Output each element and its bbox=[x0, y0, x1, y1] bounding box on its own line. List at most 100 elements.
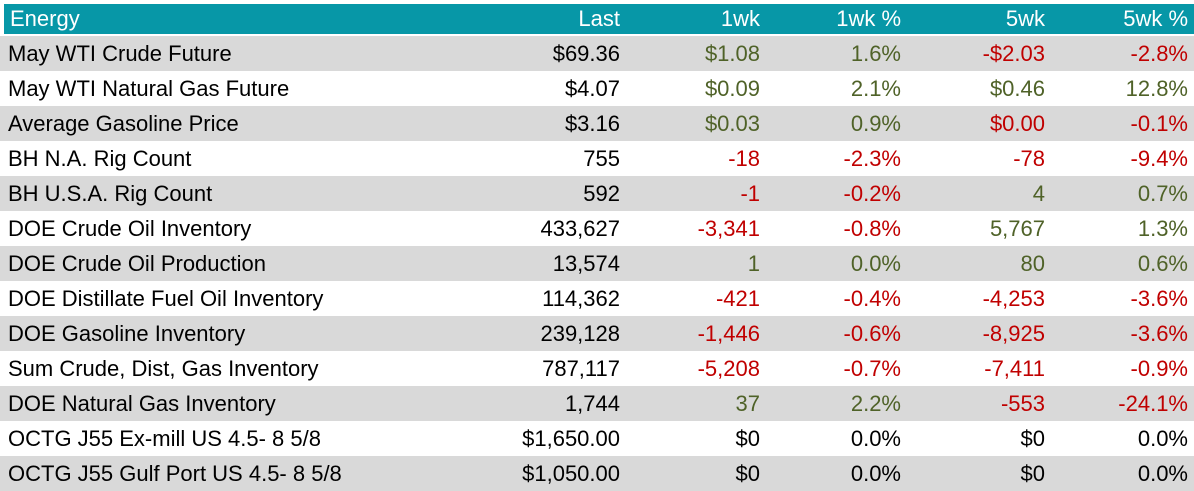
cell-1wk: 37 bbox=[735, 390, 760, 416]
cell-1wk: -5,208 bbox=[697, 355, 760, 381]
table-header-row: Energy Last 1wk 1wk % 5wk 5wk % bbox=[4, 4, 1194, 34]
cell-last: 114,362 bbox=[542, 285, 620, 311]
cell-5wk-pct: -3.6% bbox=[1130, 285, 1188, 311]
row-label: OCTG J55 Gulf Port US 4.5- 8 5/8 bbox=[8, 460, 342, 486]
cell-5wk-pct: -24.1% bbox=[1118, 390, 1188, 416]
row-label: Average Gasoline Price bbox=[8, 110, 239, 136]
cell-last: 755 bbox=[583, 145, 620, 171]
cell-5wk: 4 bbox=[1032, 180, 1045, 206]
cell-5wk: $0.46 bbox=[989, 75, 1045, 101]
cell-1wk: $0.09 bbox=[704, 75, 760, 101]
cell-5wk: $0.00 bbox=[989, 110, 1045, 136]
cell-5wk-pct: -0.9% bbox=[1130, 355, 1188, 381]
cell-5wk: 5,767 bbox=[989, 215, 1045, 241]
cell-5wk-pct: -0.1% bbox=[1130, 110, 1188, 136]
cell-1wk-pct: -0.8% bbox=[843, 215, 901, 241]
cell-5wk: -8,925 bbox=[982, 320, 1045, 346]
cell-5wk: -4,253 bbox=[982, 285, 1045, 311]
cell-5wk: -7,411 bbox=[984, 355, 1045, 381]
column-header-1wk-pct: 1wk % bbox=[836, 6, 901, 31]
cell-5wk: 80 bbox=[1020, 250, 1045, 276]
row-label: DOE Gasoline Inventory bbox=[8, 320, 246, 346]
cell-1wk-pct: 2.1% bbox=[850, 75, 901, 101]
table-row: BH N.A. Rig Count 755 -18 -2.3% -78 -9.4… bbox=[0, 141, 1194, 176]
cell-last: 787,117 bbox=[542, 355, 620, 381]
cell-1wk-pct: 1.6% bbox=[850, 40, 901, 66]
cell-1wk-pct: -0.2% bbox=[843, 180, 901, 206]
cell-5wk-pct: 0.6% bbox=[1137, 250, 1188, 276]
table-row: BH U.S.A. Rig Count 592 -1 -0.2% 4 0.7% bbox=[0, 176, 1194, 211]
row-label: DOE Distillate Fuel Oil Inventory bbox=[8, 285, 324, 311]
cell-last: $4.07 bbox=[564, 75, 620, 101]
cell-1wk-pct: 0.0% bbox=[850, 250, 901, 276]
cell-5wk: $0 bbox=[1020, 425, 1045, 451]
cell-last: 1,744 bbox=[564, 390, 620, 416]
cell-1wk: -421 bbox=[715, 285, 760, 311]
column-header-5wk-pct: 5wk % bbox=[1123, 6, 1188, 31]
row-label: DOE Crude Oil Inventory bbox=[8, 215, 252, 241]
cell-1wk-pct: 0.9% bbox=[850, 110, 901, 136]
table-row: Average Gasoline Price $3.16 $0.03 0.9% … bbox=[0, 106, 1194, 141]
row-label: DOE Natural Gas Inventory bbox=[8, 390, 276, 416]
table-body: May WTI Crude Future $69.36 $1.08 1.6% -… bbox=[0, 36, 1194, 491]
cell-1wk: $0.03 bbox=[704, 110, 760, 136]
table-row: May WTI Crude Future $69.36 $1.08 1.6% -… bbox=[0, 36, 1194, 71]
table-row: DOE Crude Oil Production 13,574 1 0.0% 8… bbox=[0, 246, 1194, 281]
cell-1wk: -18 bbox=[728, 145, 760, 171]
cell-last: 433,627 bbox=[540, 215, 620, 241]
cell-1wk: $0 bbox=[735, 460, 760, 486]
cell-5wk-pct: 0.0% bbox=[1137, 425, 1188, 451]
cell-1wk-pct: 0.0% bbox=[850, 425, 901, 451]
cell-5wk-pct: -9.4% bbox=[1130, 145, 1188, 171]
cell-1wk: 1 bbox=[747, 250, 760, 276]
cell-1wk-pct: 0.0% bbox=[850, 460, 901, 486]
table-row: OCTG J55 Gulf Port US 4.5- 8 5/8 $1,050.… bbox=[0, 456, 1194, 491]
cell-1wk-pct: -2.3% bbox=[843, 145, 901, 171]
cell-5wk-pct: -3.6% bbox=[1130, 320, 1188, 346]
cell-5wk-pct: 0.0% bbox=[1137, 460, 1188, 486]
cell-last: $3.16 bbox=[564, 110, 620, 136]
cell-5wk: -553 bbox=[1000, 390, 1045, 416]
table-row: Sum Crude, Dist, Gas Inventory 787,117 -… bbox=[0, 351, 1194, 386]
cell-5wk-pct: 1.3% bbox=[1137, 215, 1188, 241]
cell-last: $1,650.00 bbox=[522, 425, 620, 451]
cell-1wk-pct: -0.4% bbox=[843, 285, 901, 311]
cell-1wk: -3,341 bbox=[697, 215, 760, 241]
cell-5wk-pct: 0.7% bbox=[1137, 180, 1188, 206]
cell-5wk-pct: -2.8% bbox=[1130, 40, 1188, 66]
row-label: May WTI Crude Future bbox=[8, 40, 232, 66]
row-label: BH N.A. Rig Count bbox=[8, 145, 192, 171]
cell-1wk: $1.08 bbox=[704, 40, 760, 66]
cell-5wk: $0 bbox=[1020, 460, 1045, 486]
table-row: May WTI Natural Gas Future $4.07 $0.09 2… bbox=[0, 71, 1194, 106]
table-row: DOE Gasoline Inventory 239,128 -1,446 -0… bbox=[0, 316, 1194, 351]
table-row: OCTG J55 Ex-mill US 4.5- 8 5/8 $1,650.00… bbox=[0, 421, 1194, 456]
cell-1wk-pct: -0.6% bbox=[843, 320, 901, 346]
energy-table: Energy Last 1wk 1wk % 5wk 5wk % May WTI … bbox=[0, 4, 1194, 491]
column-header-last: Last bbox=[578, 6, 620, 31]
cell-5wk-pct: 12.8% bbox=[1125, 75, 1188, 101]
row-label: OCTG J55 Ex-mill US 4.5- 8 5/8 bbox=[8, 425, 321, 451]
table-row: DOE Natural Gas Inventory 1,744 37 2.2% … bbox=[0, 386, 1194, 421]
cell-5wk: -$2.03 bbox=[982, 40, 1045, 66]
row-label: DOE Crude Oil Production bbox=[8, 250, 266, 276]
column-header-5wk: 5wk bbox=[1005, 6, 1045, 31]
cell-last: $69.36 bbox=[552, 40, 620, 66]
table-row: DOE Distillate Fuel Oil Inventory 114,36… bbox=[0, 281, 1194, 316]
cell-last: 592 bbox=[583, 180, 620, 206]
cell-1wk-pct: -0.7% bbox=[843, 355, 901, 381]
cell-1wk: $0 bbox=[735, 425, 760, 451]
column-header-energy: Energy bbox=[10, 6, 80, 31]
column-header-1wk: 1wk bbox=[720, 6, 760, 31]
cell-1wk-pct: 2.2% bbox=[850, 390, 901, 416]
table-row: DOE Crude Oil Inventory 433,627 -3,341 -… bbox=[0, 211, 1194, 246]
cell-last: 13,574 bbox=[552, 250, 620, 276]
cell-last: $1,050.00 bbox=[522, 460, 620, 486]
cell-1wk: -1,446 bbox=[697, 320, 760, 346]
cell-5wk: -78 bbox=[1013, 145, 1045, 171]
row-label: BH U.S.A. Rig Count bbox=[8, 180, 213, 206]
row-label: May WTI Natural Gas Future bbox=[8, 75, 290, 101]
cell-last: 239,128 bbox=[540, 320, 620, 346]
cell-1wk: -1 bbox=[740, 180, 760, 206]
